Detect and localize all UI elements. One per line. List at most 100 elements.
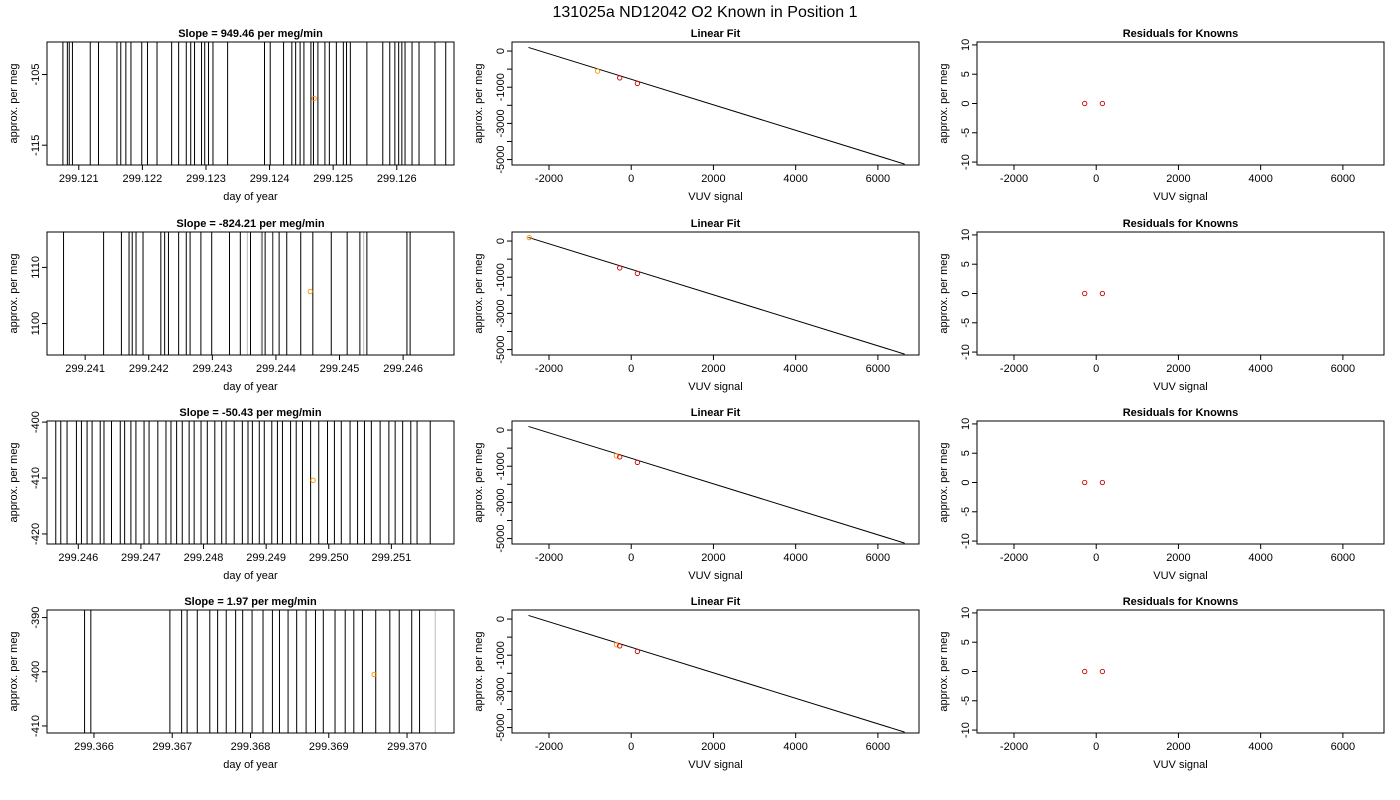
plot-frame — [976, 41, 1385, 166]
sample-point — [526, 234, 532, 241]
x-tick-label: 0 — [628, 552, 634, 564]
plot-data — [63, 232, 411, 355]
y-tick-label: -3000 — [495, 299, 507, 327]
known-point — [634, 80, 641, 87]
x-tick-label: 6000 — [1331, 363, 1355, 375]
y-tick-label: 5 — [960, 450, 972, 456]
x-tick-label: 6000 — [1331, 173, 1355, 185]
y-tick-label: -5000 — [495, 714, 507, 742]
x-tick-label: -2000 — [535, 363, 563, 375]
x-tick-label: 299.245 — [320, 363, 360, 375]
x-tick-label: 0 — [628, 363, 634, 375]
residual-point — [1099, 668, 1106, 675]
y-axis-label: approx. per meg — [473, 631, 485, 711]
x-tick-label: 2000 — [1166, 741, 1190, 753]
x-tick-label: 299.366 — [74, 741, 114, 753]
y-tick-label: -3000 — [495, 488, 507, 516]
y-axis-label: approx. per meg — [8, 442, 20, 522]
known-point — [634, 459, 641, 466]
y-tick-label: -10 — [960, 344, 972, 360]
known-point — [617, 265, 623, 271]
x-tick-label: 299.250 — [309, 552, 349, 564]
x-tick-label: 0 — [628, 741, 634, 753]
y-tick-label: -400 — [30, 661, 42, 683]
x-tick-label: 2000 — [1166, 552, 1190, 564]
x-tick-label: 299.125 — [313, 173, 353, 185]
residual-point — [1099, 100, 1106, 107]
x-tick-label: 299.249 — [246, 552, 286, 564]
y-tick-label: 0 — [495, 616, 507, 622]
mean-point — [310, 477, 316, 483]
x-tick-label: -2000 — [535, 552, 563, 564]
mean-point — [311, 95, 317, 102]
chart-panel-r0c0: 299.121 299.122 299.123 299.124 299.125 299.1… — [8, 28, 455, 203]
y-tick-label: -410 — [30, 715, 42, 737]
y-axis-label: approx. per meg — [8, 253, 20, 333]
y-tick-label: -5 — [960, 507, 972, 517]
plot-frame — [511, 41, 920, 166]
y-tick-label: 0 — [495, 48, 507, 54]
y-tick-label: 1110 — [30, 256, 42, 279]
y-axis-label: approx. per meg — [8, 631, 20, 711]
known-point — [617, 643, 623, 649]
x-tick-label: 4000 — [1248, 741, 1272, 753]
chart-panel-r1c0: 299.241 299.242 299.243 299.244 299.245 299.2… — [8, 218, 455, 393]
x-axis-label: VUV signal — [1153, 570, 1207, 582]
panel-title: Residuals for Knowns — [1123, 218, 1239, 230]
x-tick-label: 299.246 — [383, 363, 423, 375]
plot-frame — [976, 420, 1385, 545]
x-tick-label: 299.243 — [192, 363, 232, 375]
chart-panel-r2c1: -2000 0 2000 4000 6000 -5000 -3000 -1000 0 Linear… — [473, 407, 920, 582]
x-tick-label: 4000 — [783, 173, 807, 185]
x-tick-label: 2000 — [701, 363, 725, 375]
x-tick-label: 299.121 — [59, 173, 99, 185]
y-axis-label: approx. per meg — [473, 442, 485, 522]
x-tick-label: 6000 — [1331, 741, 1355, 753]
x-tick-label: 299.369 — [309, 741, 349, 753]
known-point — [634, 648, 641, 655]
y-axis-label: approx. per meg — [938, 253, 950, 333]
x-tick-label: -2000 — [1000, 173, 1028, 185]
x-axis-label: VUV signal — [688, 381, 742, 393]
y-tick-label: 10 — [960, 39, 972, 51]
y-axis-label: approx. per meg — [473, 63, 485, 143]
y-tick-label: -5000 — [495, 525, 507, 553]
y-tick-label: -400 — [30, 411, 42, 433]
panel-title: Linear Fit — [691, 218, 741, 230]
x-tick-label: 4000 — [783, 552, 807, 564]
chart-panel-r0c1: -2000 0 2000 4000 6000 -5000 -3000 -1000 0 Linear… — [473, 28, 920, 203]
x-axis-label: VUV signal — [1153, 381, 1207, 393]
panel-title: Residuals for Knowns — [1123, 28, 1239, 40]
x-tick-label: -2000 — [535, 741, 563, 753]
y-tick-label: 0 — [960, 479, 972, 485]
y-tick-label: -1000 — [495, 263, 507, 291]
sample-point — [613, 642, 620, 648]
y-tick-label: -3000 — [495, 677, 507, 705]
residual-point — [1099, 479, 1106, 486]
plot-frame — [511, 420, 920, 545]
fit-line — [528, 46, 905, 165]
x-tick-label: 299.246 — [58, 552, 98, 564]
y-axis-label: approx. per meg — [8, 63, 20, 143]
chart-panel-r1c2: -2000 0 2000 4000 6000 -10 -5 0 5 10 Residuals for… — [938, 218, 1385, 393]
plot-data — [526, 234, 905, 355]
plot-frame — [46, 231, 455, 356]
plot-frame — [46, 41, 455, 166]
y-tick-label: -5 — [960, 128, 972, 138]
plot-data — [55, 421, 431, 544]
x-tick-label: 299.370 — [387, 741, 427, 753]
x-tick-label: -2000 — [1000, 363, 1028, 375]
x-tick-label: 2000 — [701, 552, 725, 564]
chart-panel-r1c1: -2000 0 2000 4000 6000 -5000 -3000 -1000 0 Linear… — [473, 218, 920, 393]
figure-title: 131025a ND12042 O2 Known in Position 1 — [552, 4, 857, 21]
x-axis-label: VUV signal — [688, 191, 742, 203]
y-tick-label: -5 — [960, 696, 972, 706]
x-tick-label: -2000 — [1000, 552, 1028, 564]
x-tick-label: 4000 — [783, 363, 807, 375]
x-tick-label: 299.244 — [256, 363, 296, 375]
x-axis-label: day of year — [223, 381, 278, 393]
chart-panel-r2c2: -2000 0 2000 4000 6000 -10 -5 0 5 10 Residuals for… — [938, 407, 1385, 582]
x-tick-label: 299.124 — [250, 173, 290, 185]
y-tick-label: 0 — [960, 290, 972, 296]
plot-data — [1082, 479, 1106, 486]
